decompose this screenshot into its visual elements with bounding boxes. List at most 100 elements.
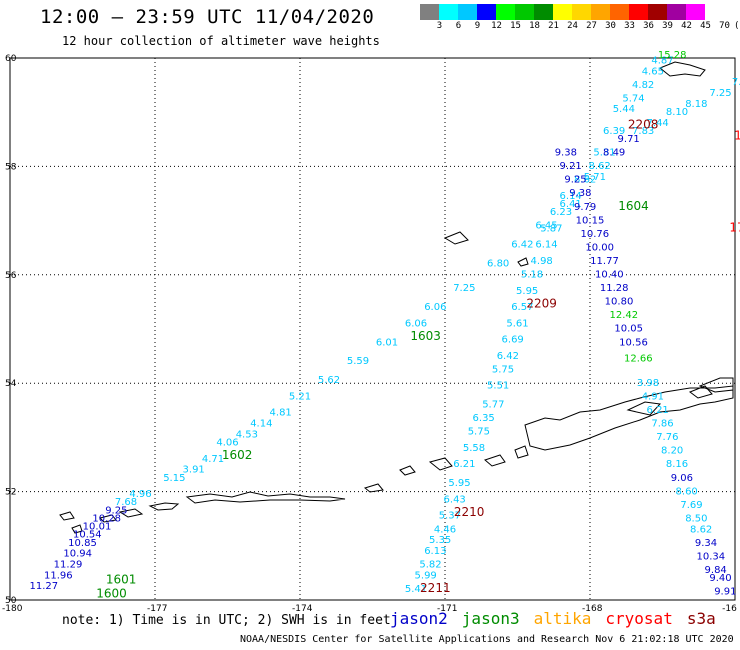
wave-height-value: 10.34 [697, 551, 726, 562]
lon-tick-label: -174 [292, 604, 313, 614]
pass-time-label: 2208 [628, 117, 659, 131]
wave-height-value: 9.84 [705, 565, 727, 576]
coastline [524, 385, 734, 451]
wave-height-value: 8.62 [690, 524, 712, 535]
color-scale-cell [610, 4, 629, 20]
wave-height-value: 10.85 [68, 538, 97, 549]
lat-tick-label: 60 [5, 54, 17, 64]
color-scale-cell [515, 4, 534, 20]
color-scale-cell [705, 4, 724, 20]
wave-height-value: 6.06 [405, 318, 427, 329]
color-scale-label: 45 [700, 21, 711, 31]
wave-height-value: 10.76 [581, 229, 610, 240]
color-scale-cell [458, 4, 477, 20]
color-scale-cell [572, 4, 591, 20]
coastline [148, 502, 180, 511]
coastline [59, 511, 75, 521]
wave-height-value: 6.39 [603, 126, 625, 137]
color-scale-cell [686, 4, 705, 20]
lat-tick-label: 52 [5, 488, 16, 498]
wave-height-value: 5.75 [492, 364, 514, 375]
wave-height-value: 11.29 [54, 559, 83, 570]
wave-height-value: 7.69 [680, 500, 702, 511]
wave-height-value: 5.99 [415, 570, 437, 581]
coastline [185, 491, 346, 504]
wave-height-value: 6.01 [376, 337, 398, 348]
lon-tick-label: -171 [437, 604, 457, 614]
color-scale-cell [667, 4, 686, 20]
coastline [118, 508, 144, 518]
wave-height-value: 6.14 [560, 191, 582, 202]
map-frame [9, 57, 736, 601]
wave-height-value: 15.28 [658, 50, 687, 61]
credit-line: NOAA/NESDIS Center for Satellite Applica… [240, 634, 734, 645]
wave-height-value: 6.23 [550, 207, 572, 218]
map-title: 12:00 – 23:59 UTC 11/04/2020 [40, 6, 375, 28]
wave-height-value: 12.42 [610, 310, 639, 321]
wave-height-value: 11.96 [44, 570, 73, 581]
wave-height-value: 4.46 [434, 524, 456, 535]
lon-tick-label: -177 [147, 604, 167, 614]
wave-height-value: 9.25 [105, 505, 127, 516]
wave-height-value: 4.96 [129, 489, 151, 500]
wave-height-value: 5.75 [468, 427, 490, 438]
wave-height-value: 5.37 [439, 511, 461, 522]
wave-height-value: 6.41 [560, 199, 582, 210]
pass-time-label: 1601 [106, 573, 137, 587]
wave-height-value: 8.60 [676, 486, 698, 497]
wave-height-value: 7.83 [632, 126, 654, 137]
lat-tick-label: 58 [5, 162, 17, 172]
wave-height-value: 12.66 [624, 354, 653, 365]
wave-height-value: 8.20 [661, 446, 683, 457]
coastline [443, 231, 469, 245]
wave-height-value: 5.74 [622, 93, 644, 104]
wave-height-value: 6.57 [511, 302, 533, 313]
pass-time-label: 1604 [618, 199, 649, 213]
wave-height-value: 5.95 [516, 286, 538, 297]
color-scale-label: 27 [586, 21, 597, 31]
map-subtitle: 12 hour collection of altimeter wave hei… [62, 34, 380, 48]
wave-height-value: 10.56 [619, 337, 648, 348]
color-scale-label: 9 [474, 21, 481, 31]
wave-height-value: 9.06 [671, 473, 693, 484]
wave-height-value: 5.82 [419, 559, 441, 570]
wave-height-value: 10.01 [83, 522, 112, 533]
wave-height-value: 4.87 [651, 55, 673, 66]
wave-height-value: 5.59 [347, 356, 369, 367]
wave-height-value: 10.94 [63, 549, 92, 560]
wave-height-value: 9.71 [618, 134, 640, 145]
coastline [659, 61, 706, 77]
wave-height-value: 4.53 [236, 429, 258, 440]
wave-height-value: 4.98 [531, 256, 553, 267]
lat-tick-label: 54 [5, 379, 17, 389]
coastline [517, 257, 529, 267]
wave-height-value: 7.76 [656, 432, 678, 443]
wave-height-value: 8.50 [685, 513, 707, 524]
lon-tick-label: -16 [722, 604, 737, 614]
wave-height-value: 9.79 [574, 202, 596, 213]
color-scale-cell [477, 4, 496, 20]
color-scale-cell [553, 4, 572, 20]
color-scale-label: 33 [624, 21, 635, 31]
color-scale-label: 39 [662, 21, 673, 31]
wave-height-value: 6.69 [502, 335, 524, 346]
color-scale-cell [648, 4, 667, 20]
wave-height-value: 9.91 [714, 587, 736, 598]
wave-height-value: 6.42 [511, 240, 533, 251]
color-scale-cell [439, 4, 458, 20]
wave-height-value: 6.43 [444, 494, 466, 505]
color-scale-label: 12 [491, 21, 502, 31]
wave-height-value: 8.49 [603, 148, 625, 159]
wave-height-value: 5.51 [487, 381, 509, 392]
wave-height-value: 5.35 [429, 535, 451, 546]
coastline [363, 483, 384, 493]
color-scale-label: (ft) [734, 21, 740, 31]
color-scale-label: 6 [455, 21, 462, 31]
wave-height-value: 9.21 [560, 161, 582, 172]
wave-height-value: 4.82 [632, 80, 654, 91]
color-scale-label: 70 [719, 21, 730, 31]
wave-height-value: 8.62 [589, 161, 611, 172]
wave-height-value: 6.13 [424, 546, 446, 557]
pass-time-label: 1724 [729, 220, 740, 234]
wave-height-value: 5.87 [540, 223, 562, 234]
